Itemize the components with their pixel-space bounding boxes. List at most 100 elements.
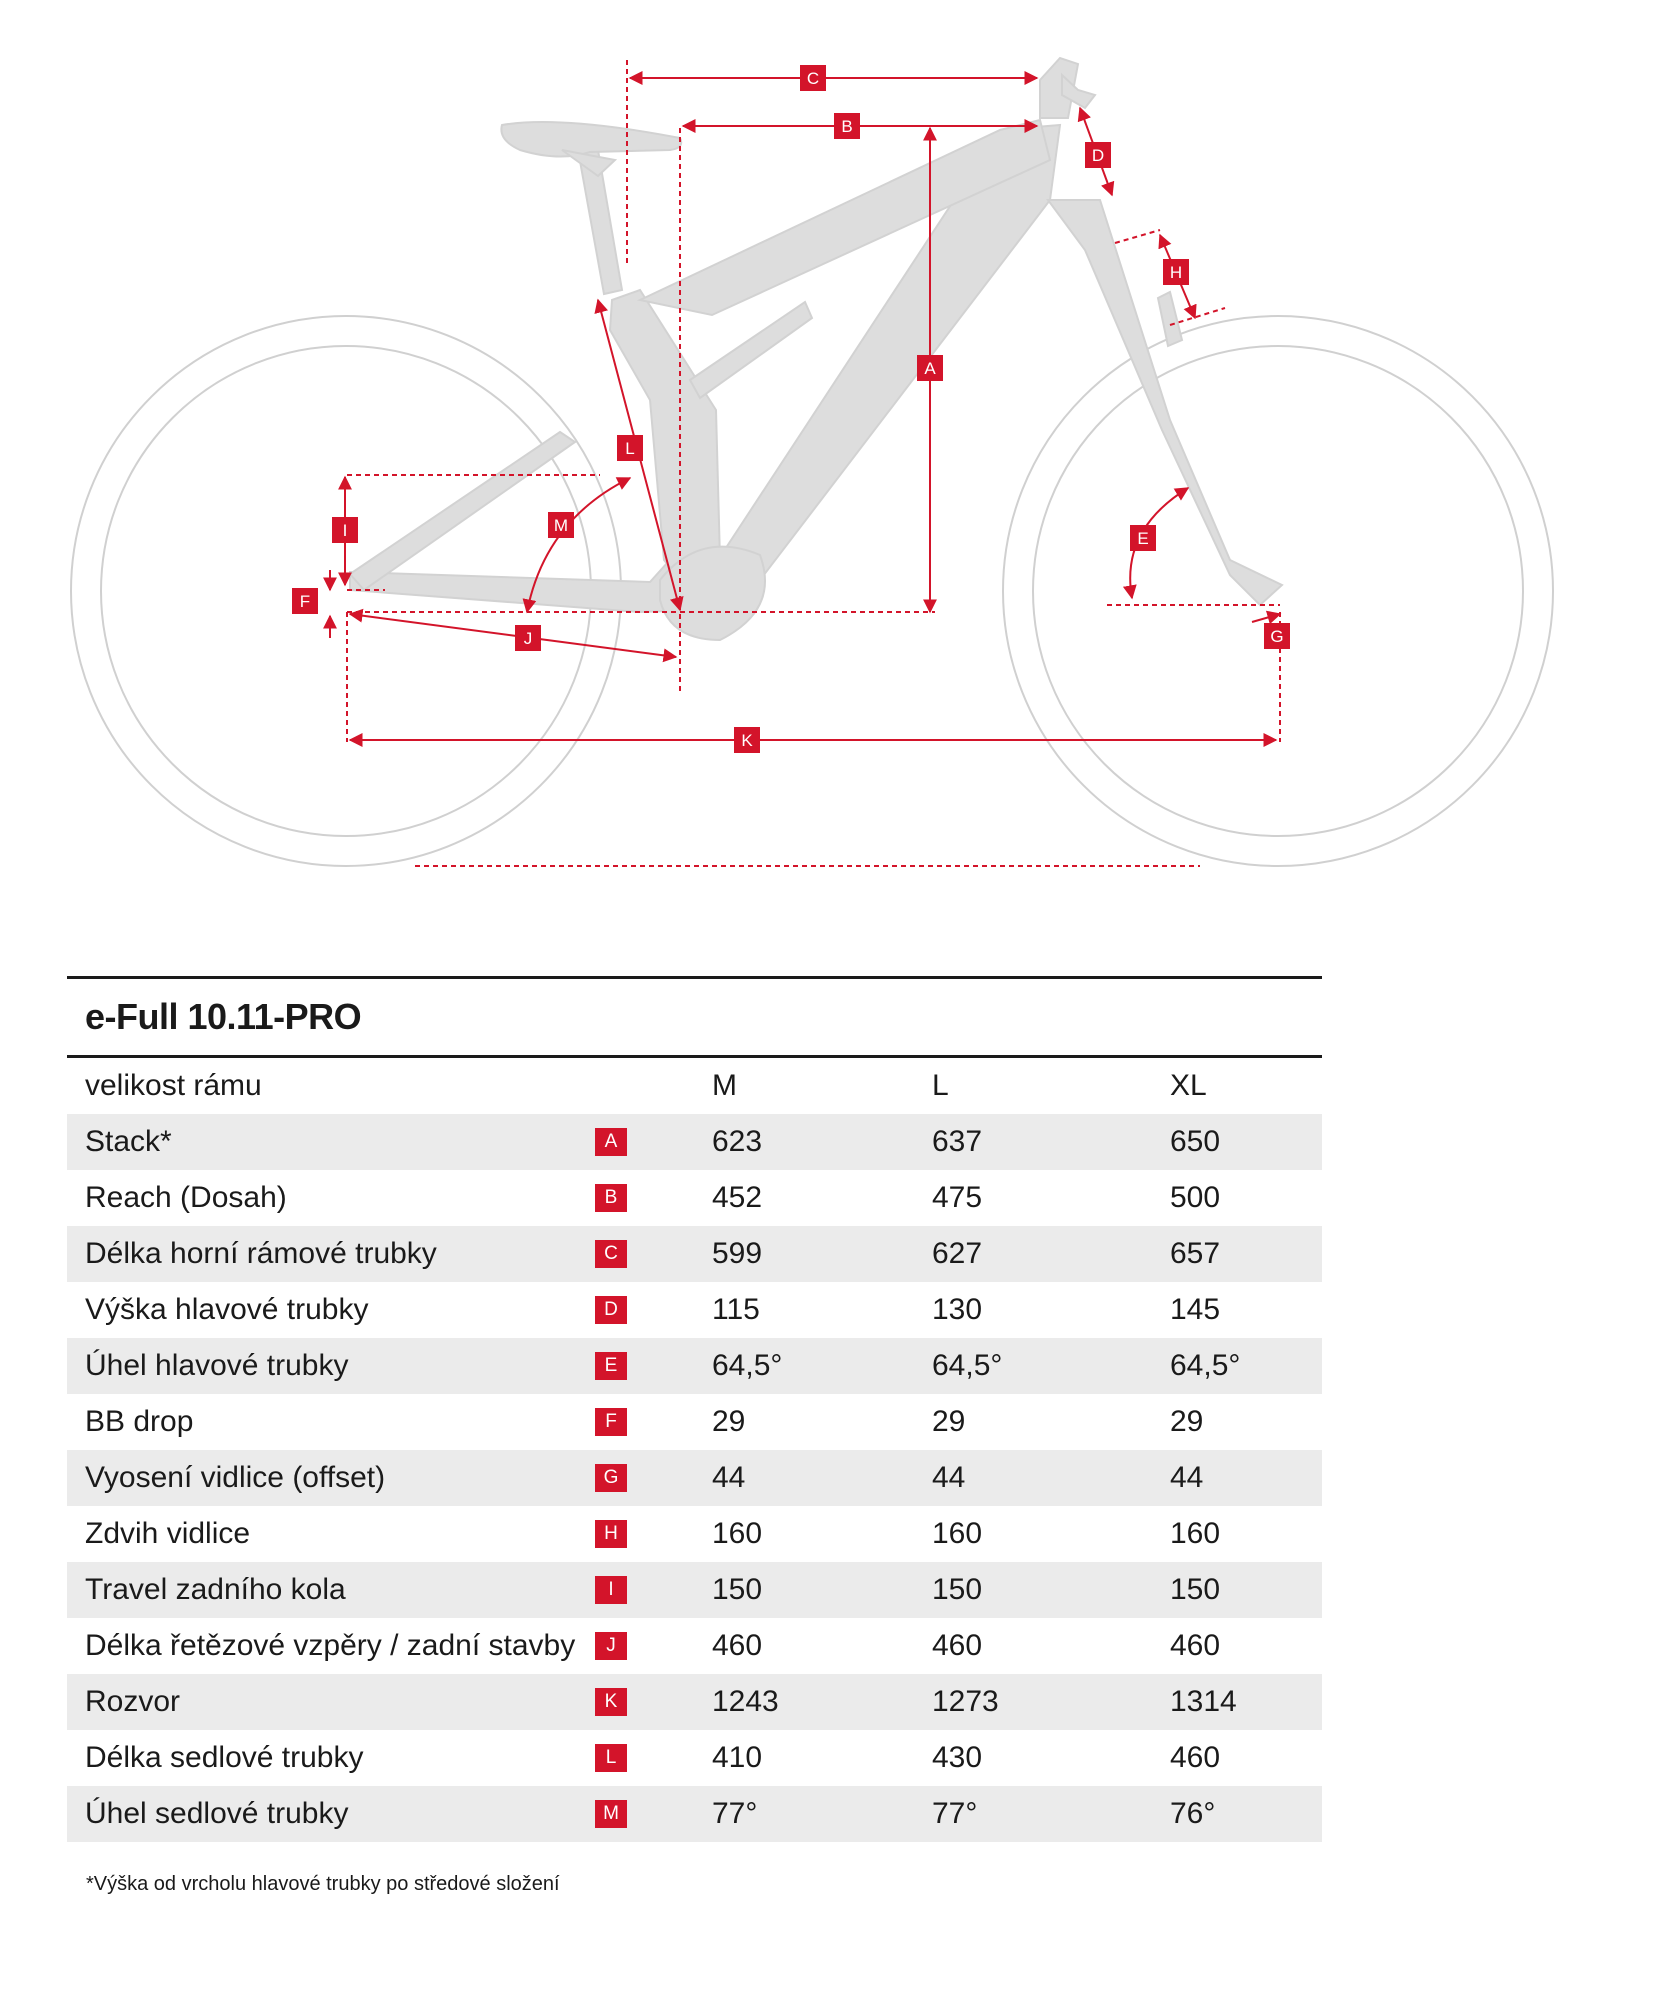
value-xl: 44 [1170,1461,1204,1494]
badge-d: D [1085,142,1111,168]
row-label: Výška hlavové trubky [85,1293,369,1326]
row-label: Rozvor [85,1685,181,1718]
footnote: *Výška od vrcholu hlavové trubky po stře… [86,1873,560,1895]
table-row: Zdvih vidlice H 160 160 160 [67,1506,1322,1562]
table-row: Travel zadního kola I 150 150 150 [67,1562,1322,1618]
value-xl: 460 [1170,1741,1221,1774]
value-l: 77° [932,1797,978,1830]
svg-text:F: F [300,592,310,611]
svg-text:A: A [924,359,936,378]
value-xl: 650 [1170,1125,1221,1158]
value-m: 160 [712,1517,763,1550]
value-xl: 160 [1170,1517,1221,1550]
table-header-rule [67,1055,1322,1058]
table-row: Reach (Dosah) B 452 475 500 [67,1170,1322,1226]
value-l: 160 [932,1517,983,1550]
value-m: 64,5° [712,1349,783,1382]
value-m: 1243 [712,1685,779,1718]
value-xl: 64,5° [1170,1349,1241,1382]
value-m: 44 [712,1461,746,1494]
front-wheel [1002,315,1554,867]
value-m: 29 [712,1405,746,1438]
row-code-badge: E [595,1352,627,1380]
dimension-badges: A B C D E F G H I J K L M [292,65,1290,753]
value-m: 460 [712,1629,763,1662]
row-label: Travel zadního kola [85,1573,346,1606]
value-l: 475 [932,1181,983,1214]
svg-text:I: I [343,521,348,540]
value-m: 115 [712,1293,760,1326]
table-row: Délka horní rámové trubky C 599 627 657 [67,1226,1322,1282]
row-label: Délka horní rámové trubky [85,1237,437,1270]
row-code-badge: H [595,1520,627,1548]
row-code-badge: I [595,1576,627,1604]
badge-i: I [332,517,358,543]
value-m: 623 [712,1125,763,1158]
table-row: Úhel sedlové trubky M 77° 77° 76° [67,1786,1322,1842]
value-xl: 76° [1170,1797,1216,1830]
row-code-badge: M [595,1800,627,1828]
badge-b: B [834,113,860,139]
badge-g: G [1264,623,1290,649]
table-top-rule [67,976,1322,979]
table-row: Délka řetězové vzpěry / zadní stavby J 460… [67,1618,1322,1674]
badge-e: E [1130,525,1156,551]
value-xl: 460 [1170,1629,1221,1662]
value-l: 44 [932,1461,966,1494]
row-code-badge: L [595,1744,627,1772]
value-l: 627 [932,1237,983,1270]
table-header-row: velikost rámu M L XL [67,1058,1322,1114]
svg-text:B: B [841,117,852,136]
svg-text:L: L [625,439,634,458]
header-label: velikost rámu [85,1069,262,1102]
value-xl: 145 [1170,1293,1221,1326]
row-label: Úhel hlavové trubky [85,1349,349,1382]
value-xl: 1314 [1170,1685,1237,1718]
table-row: Výška hlavové trubky D 115 130 145 [67,1282,1322,1338]
value-l: 430 [932,1741,983,1774]
svg-text:J: J [524,629,533,648]
badge-a: A [917,355,943,381]
svg-text:G: G [1270,627,1283,646]
row-code-badge: G [595,1464,627,1492]
value-m: 599 [712,1237,763,1270]
row-code-badge: K [595,1688,627,1716]
bike-geometry-diagram: A B C D E F G H I J K L M [70,56,1554,867]
row-code-badge: C [595,1240,627,1268]
table-row: Stack* A 623 637 650 [67,1114,1322,1170]
badge-k: K [734,727,760,753]
value-l: 29 [932,1405,966,1438]
value-xl: 29 [1170,1405,1204,1438]
value-xl: 657 [1170,1237,1221,1270]
table-row: Délka sedlové trubky L 410 430 460 [67,1730,1322,1786]
frame-silhouette [348,56,1284,642]
value-xl: 500 [1170,1181,1221,1214]
size-l-header: L [932,1069,949,1102]
badge-m: M [548,512,574,538]
svg-text:C: C [807,69,819,88]
table-body: Stack* A 623 637 650 Reach (Dosah) B 452 475 500 D… [67,1114,1322,1842]
row-code-badge: B [595,1184,627,1212]
badge-h: H [1163,259,1189,285]
table-row: Rozvor K 1243 1273 1314 [67,1674,1322,1730]
value-l: 637 [932,1125,983,1158]
value-m: 452 [712,1181,763,1214]
badge-j: J [515,625,541,651]
svg-text:H: H [1170,263,1182,282]
value-l: 1273 [932,1685,999,1718]
value-l: 130 [932,1293,983,1326]
value-m: 410 [712,1741,763,1774]
row-label: Délka sedlové trubky [85,1741,364,1774]
row-label: Zdvih vidlice [85,1517,251,1550]
row-label: Vyosení vidlice (offset) [85,1461,386,1494]
geometry-table: e-Full 10.11-PRO velikost rámu M L XL St… [67,976,1322,1842]
svg-text:E: E [1137,529,1148,548]
value-m: 150 [712,1573,763,1606]
row-code-badge: F [595,1408,627,1436]
row-label: BB drop [85,1405,194,1438]
svg-text:K: K [741,731,753,750]
row-code-badge: A [595,1128,627,1156]
badge-c: C [800,65,826,91]
table-row: Úhel hlavové trubky E 64,5° 64,5° 64,5° [67,1338,1322,1394]
value-xl: 150 [1170,1573,1221,1606]
